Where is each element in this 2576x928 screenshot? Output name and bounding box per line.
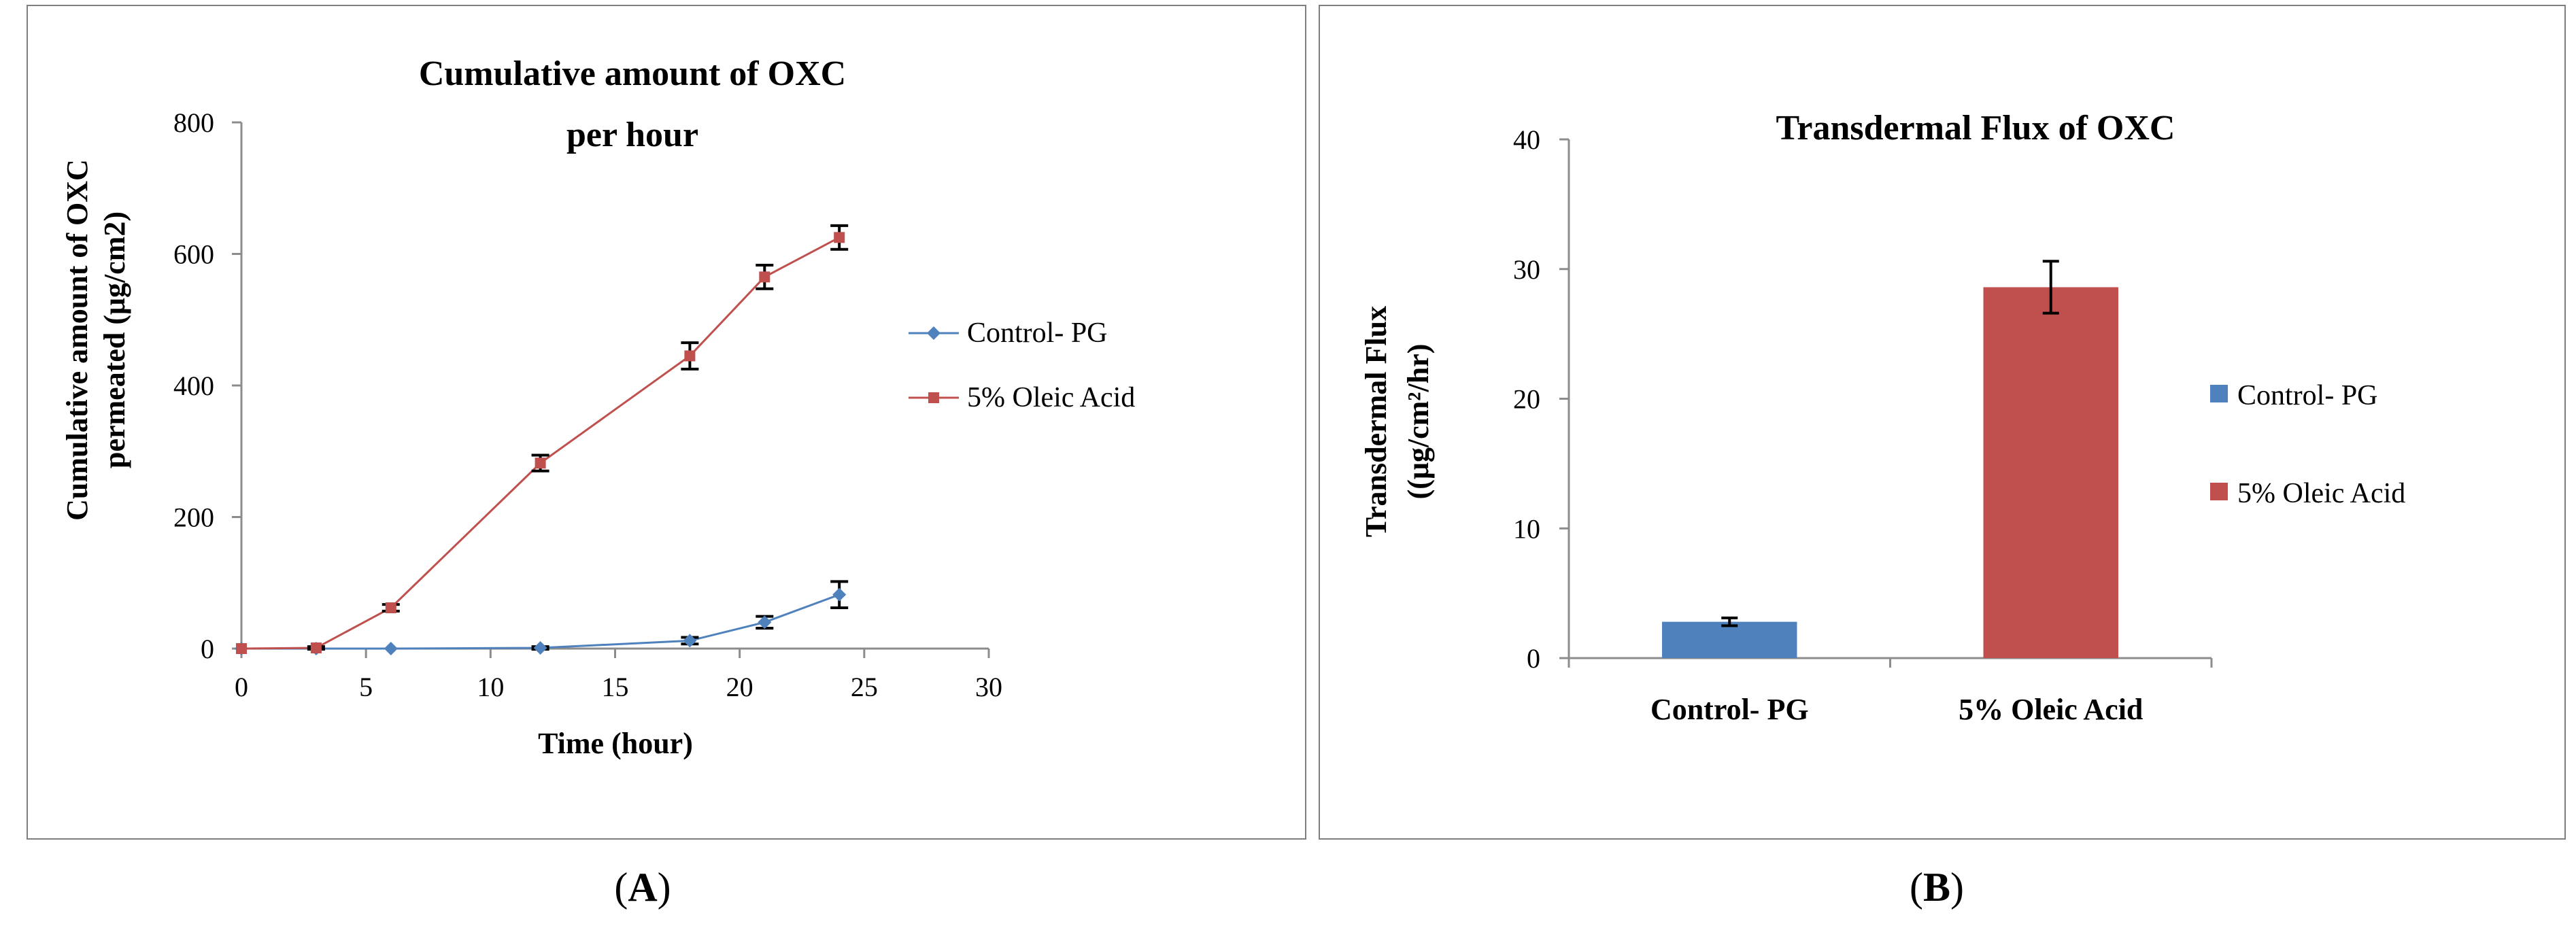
caption-b: (B) (1910, 865, 1964, 910)
legend-item-oleic: 5% Oleic Acid (909, 382, 1135, 413)
data-point (310, 642, 322, 654)
panel-a-frame (27, 5, 1306, 840)
data-point (758, 615, 772, 630)
a-ytick-label: 0 (201, 634, 214, 664)
b-ytick-label: 40 (1513, 124, 1540, 155)
bar-control (1662, 621, 1797, 658)
bar-error-bar (1721, 616, 1738, 628)
panel-a-title-line-2: per hour (566, 116, 698, 154)
panel-b: Transdermal Flux of OXC Transdermal Flux… (1319, 5, 2566, 840)
legend-label-oleic: 5% Oleic Acid (967, 382, 1135, 413)
panel-b-ylabel-line-2: ((μg/cm²/hr) (1402, 344, 1435, 500)
svg-text:(B): (B) (1910, 865, 1964, 910)
panel-b-x-ticks: Control- PG 5% Oleic Acid (1567, 658, 2213, 726)
a-ytick-label: 400 (173, 371, 214, 401)
data-point (385, 602, 396, 614)
panel-a-series (235, 224, 849, 655)
series-oleic (236, 224, 849, 654)
panel-a-title-line-1: Cumulative amount of OXC (419, 54, 846, 93)
b-ytick-label: 20 (1513, 384, 1540, 415)
data-point (236, 643, 247, 654)
panel-a-xlabel: Time (hour) (538, 727, 693, 760)
legend-b-item-control: Control- PG (2210, 380, 2378, 411)
a-xtick-label: 0 (235, 672, 248, 702)
panel-b-legend: Control- PG 5% Oleic Acid (2210, 380, 2405, 509)
a-xtick-label: 5 (359, 672, 373, 702)
b-ytick-label: 10 (1513, 513, 1540, 544)
a-ytick-label: 200 (173, 502, 214, 533)
bar-oleic (1983, 287, 2118, 659)
data-point (535, 458, 546, 469)
panel-a-legend: Control- PG 5% Oleic Acid (909, 317, 1135, 413)
caption-a-letter: A (628, 865, 657, 910)
b-category-label: Control- PG (1650, 693, 1809, 726)
svg-text:(A): (A) (614, 865, 671, 910)
data-point (533, 641, 547, 655)
a-ytick-label: 600 (173, 239, 214, 270)
panel-a-ylabel-line-2: permeated (μg/cm2) (98, 211, 131, 468)
data-point (834, 232, 845, 243)
b-ytick-label: 0 (1527, 643, 1540, 674)
data-point (832, 587, 847, 602)
panel-a-x-ticks: 0 5 10 15 20 25 30 (235, 649, 1002, 702)
a-ytick-label: 800 (173, 107, 214, 138)
caption-a: (A) (614, 865, 671, 910)
panel-b-title: Transdermal Flux of OXC (1776, 109, 2175, 148)
caption-b-letter: B (1923, 865, 1950, 910)
legend-marker-diamond-icon (927, 326, 940, 340)
data-point (683, 634, 697, 648)
legend-b-label-control: Control- PG (2237, 380, 2378, 411)
legend-b-swatch-oleic (2210, 483, 2228, 500)
b-category-label: 5% Oleic Acid (1959, 693, 2143, 726)
panel-b-frame (1319, 5, 2566, 840)
legend-item-control: Control- PG (909, 317, 1108, 349)
a-xtick-label: 10 (477, 672, 504, 702)
a-xtick-label: 25 (851, 672, 878, 702)
panel-b-bars (1662, 260, 2118, 659)
a-xtick-label: 30 (975, 672, 1002, 702)
data-point (384, 642, 398, 655)
panel-a: Cumulative amount of OXC per hour Cumula… (27, 5, 1306, 840)
panel-b-y-ticks: 0 10 20 30 40 (1513, 124, 1569, 674)
bar-error-bar (2042, 260, 2059, 315)
panel-a-y-ticks: 0 200 400 600 800 (173, 107, 241, 664)
b-ytick-label: 30 (1513, 254, 1540, 285)
legend-label-control: Control- PG (967, 317, 1108, 349)
panel-b-ylabel-line-1: Transdermal Flux (1359, 306, 1393, 537)
legend-b-swatch-control (2210, 385, 2228, 402)
a-xtick-label: 20 (726, 672, 753, 702)
data-point (759, 271, 770, 283)
data-point (684, 350, 696, 362)
legend-marker-square-icon (928, 392, 939, 403)
a-xtick-label: 15 (602, 672, 629, 702)
legend-b-item-oleic: 5% Oleic Acid (2210, 478, 2405, 509)
legend-b-label-oleic: 5% Oleic Acid (2237, 478, 2405, 509)
panel-a-ylabel-line-1: Cumulative amount of OXC (61, 159, 94, 521)
